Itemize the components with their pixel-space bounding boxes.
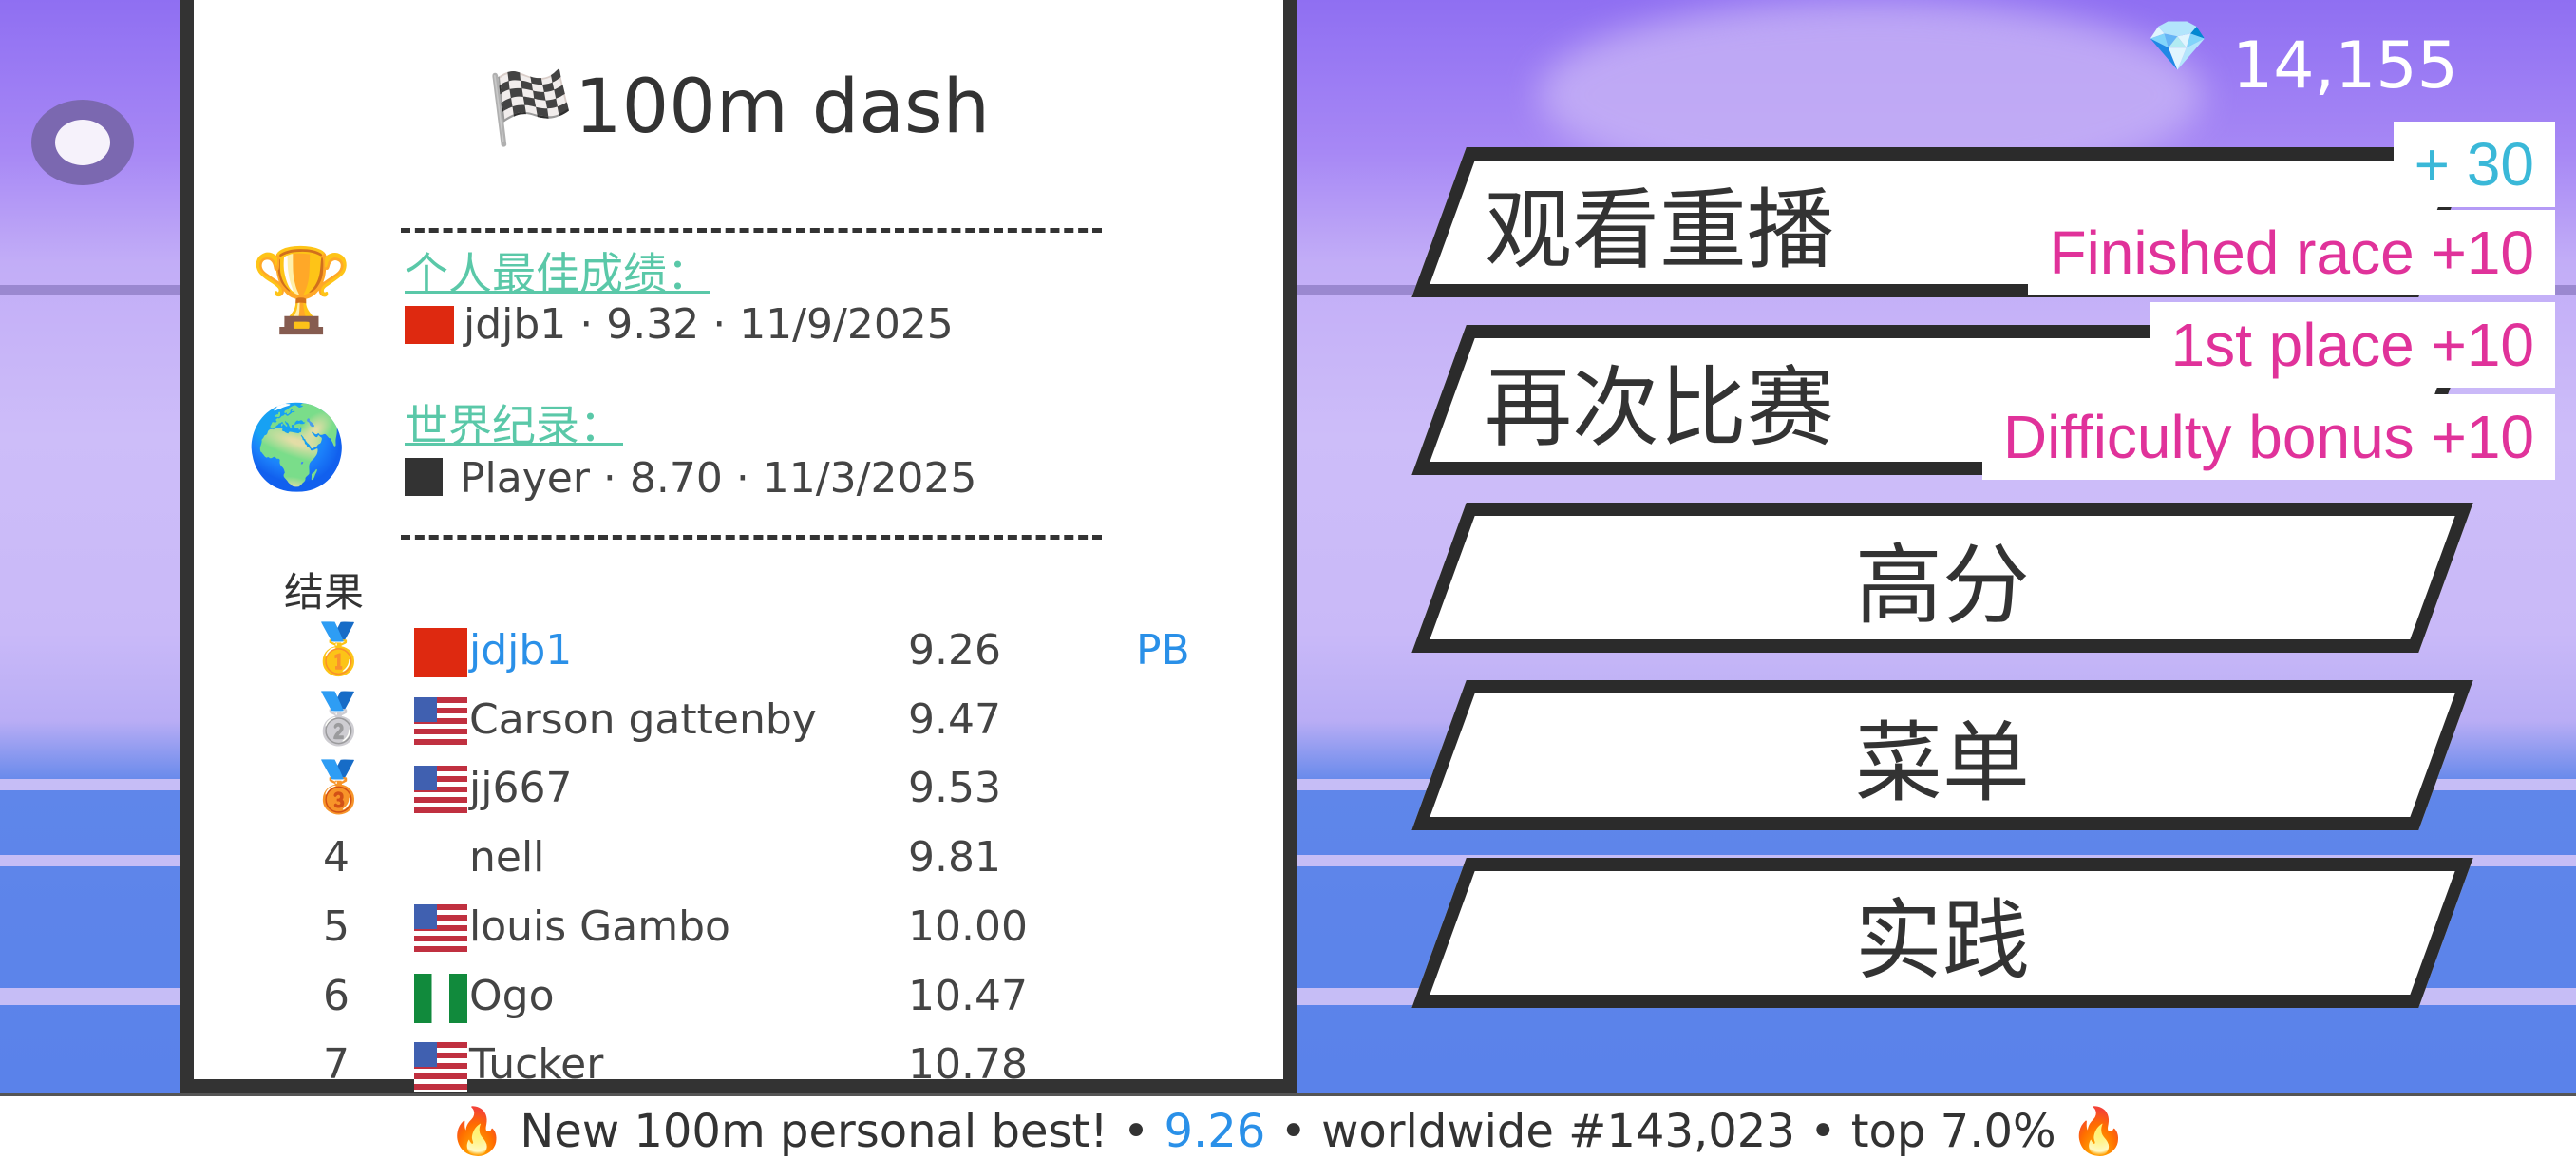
personal-best-label[interactable]: 个人最佳成绩： (405, 248, 710, 299)
bronze-medal-icon: 🥉 (308, 759, 369, 817)
reward-item: Finished race +10 (2028, 210, 2555, 296)
china-flag-icon (414, 628, 467, 677)
checkered-flag-icon: 🏁 (486, 67, 576, 149)
result-row[interactable]: 🥇 jdjb1 9.26 PB (194, 617, 1283, 685)
button-label: 菜单 (1854, 712, 2030, 814)
button-label: 观看重播 (1485, 179, 1835, 281)
reward-item: Difficulty bonus +10 (1981, 394, 2555, 481)
nigeria-flag-icon (414, 973, 467, 1023)
world-record-value: Player · 8.70 · 11/3/2025 (460, 454, 977, 503)
banner-percentile: top 7.0% (1850, 1105, 2056, 1158)
circle-icon (55, 120, 110, 165)
race-time: 10.78 (908, 1040, 1028, 1090)
gem-count: 14,155 (2232, 28, 2458, 104)
race-time: 10.00 (908, 902, 1028, 951)
event-title-text: 100m dash (575, 65, 991, 150)
fire-icon: 🔥 (2070, 1105, 2128, 1158)
button-label: 再次比赛 (1485, 356, 1835, 459)
button-label: 高分 (1854, 534, 2030, 636)
result-row[interactable]: 6 Ogo 10.47 (194, 962, 1283, 1031)
rank: 4 (323, 833, 350, 883)
personal-best-value: jdjb1 · 9.32 · 11/9/2025 (464, 300, 954, 349)
player-name: Tucker (469, 1040, 604, 1090)
result-row[interactable]: 🥉 jj667 9.53 (194, 754, 1283, 823)
gold-medal-icon: 🥇 (308, 621, 369, 678)
banner-text: New 100m personal best! (520, 1105, 1108, 1158)
race-time: 9.26 (908, 626, 1001, 674)
reward-total: + 30 (2393, 122, 2555, 208)
personal-best-line: jdjb1 · 9.32 · 11/9/2025 (405, 300, 954, 349)
separator: • (1122, 1105, 1150, 1158)
race-time: 9.47 (908, 694, 1001, 744)
event-title: 🏁100m dash (194, 65, 1283, 150)
result-row[interactable]: 7 Tucker 10.78 (194, 1031, 1283, 1099)
results-heading: 结果 (284, 569, 365, 616)
fire-icon: 🔥 (448, 1105, 506, 1158)
player-name: jdjb1 (469, 626, 573, 674)
player-name: jj667 (469, 764, 573, 813)
separator: • (1809, 1105, 1837, 1158)
china-flag-icon (405, 306, 454, 344)
globe-icon: 🌍 (246, 400, 349, 495)
world-record-line: Player · 8.70 · 11/3/2025 (405, 454, 976, 503)
race-time: 10.47 (908, 971, 1028, 1020)
rank: 6 (323, 971, 350, 1020)
separator: • (1279, 1105, 1307, 1158)
result-row[interactable]: 4 nell 9.81 (194, 824, 1283, 892)
usa-flag-icon (414, 766, 467, 816)
silver-medal-icon: 🥈 (308, 690, 369, 748)
reward-item: 1st place +10 (2150, 302, 2555, 389)
rank: 7 (323, 1040, 350, 1090)
result-row[interactable]: 🥈 Carson gattenby 9.47 (194, 686, 1283, 754)
player-name: Carson gattenby (469, 694, 817, 744)
trophy-icon: 🏆 (251, 243, 353, 338)
button-label: 实践 (1854, 889, 2030, 992)
pb-badge: PB (1136, 626, 1190, 674)
rank: 5 (323, 902, 350, 951)
result-row[interactable]: 5 louis Gambo 10.00 (194, 893, 1283, 961)
world-record-label[interactable]: 世界纪录： (405, 400, 623, 451)
usa-flag-icon (414, 903, 467, 954)
race-time: 9.53 (908, 764, 1001, 813)
black-flag-icon (405, 458, 443, 496)
usa-flag-icon (414, 696, 467, 747)
banner-time: 9.26 (1164, 1105, 1266, 1158)
player-name: louis Gambo (469, 902, 730, 951)
banner-rank: worldwide #143,023 (1321, 1105, 1795, 1158)
menu-button[interactable]: 菜单 (1411, 680, 2473, 830)
practice-button[interactable]: 实践 (1411, 858, 2473, 1008)
pause-button[interactable] (31, 100, 134, 185)
usa-flag-icon (414, 1042, 467, 1092)
player-name: nell (469, 833, 545, 883)
diamond-icon: 💎 (2147, 18, 2208, 75)
results-panel: 🏁100m dash 🏆 个人最佳成绩： jdjb1 · 9.32 · 11/9… (180, 0, 1297, 1092)
divider (401, 228, 1102, 233)
high-scores-button[interactable]: 高分 (1411, 503, 2473, 653)
pb-banner: 🔥 New 100m personal best! • 9.26 • world… (0, 1092, 2576, 1159)
race-time: 9.81 (908, 833, 1001, 883)
player-name: Ogo (469, 971, 555, 1020)
divider (401, 535, 1102, 540)
